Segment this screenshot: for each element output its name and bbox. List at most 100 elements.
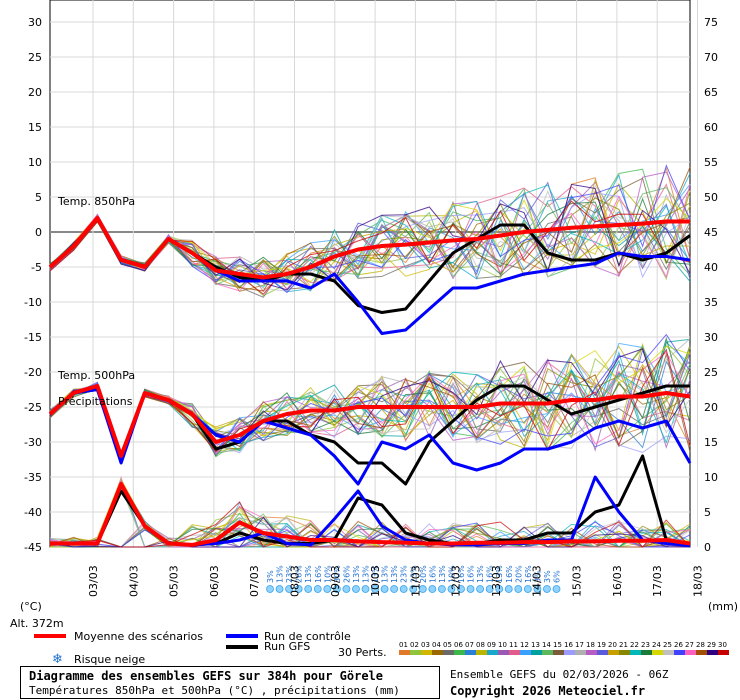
snow-risk-icon bbox=[457, 585, 465, 593]
date-label: 05/03 bbox=[168, 565, 181, 597]
pert-number: 28 bbox=[696, 641, 705, 649]
left-tick-label: -15 bbox=[24, 331, 42, 344]
snow-risk-label: 13% bbox=[381, 565, 390, 583]
pert-color-swatch bbox=[586, 650, 597, 655]
pert-color-swatch bbox=[421, 650, 432, 655]
right-tick-label: 55 bbox=[704, 156, 718, 169]
snow-risk-icon bbox=[447, 585, 456, 593]
annotation-500: Temp. 500hPa bbox=[57, 369, 135, 382]
snow-risk-icon bbox=[342, 585, 351, 593]
snow-risk-icon bbox=[304, 585, 313, 593]
snow-risk-icon bbox=[418, 585, 427, 593]
snow-risk-label: 6% bbox=[553, 570, 562, 583]
left-tick-label: 0 bbox=[35, 226, 42, 239]
snow-risk-label: 13% bbox=[276, 565, 285, 583]
pert-number: 19 bbox=[597, 641, 606, 649]
right-tick-label: 15 bbox=[704, 436, 718, 449]
date-label: 09/03 bbox=[329, 565, 342, 597]
snow-risk-icon bbox=[390, 585, 399, 593]
mean-swatch bbox=[34, 634, 66, 638]
snow-risk-icon bbox=[313, 585, 322, 593]
snow-risk-icon bbox=[294, 585, 303, 593]
pert-color-swatch bbox=[509, 650, 520, 655]
pert-number: 03 bbox=[421, 641, 430, 649]
pert-number: 02 bbox=[410, 641, 419, 649]
chart-title: Diagramme des ensembles GEFS sur 384h po… bbox=[29, 669, 384, 683]
right-tick-label: 30 bbox=[704, 331, 718, 344]
pert-number: 15 bbox=[553, 641, 562, 649]
date-label: 03/03 bbox=[87, 565, 100, 597]
snow-risk-icon bbox=[523, 585, 532, 593]
pert-color-swatch bbox=[476, 650, 487, 655]
pert-color-swatch bbox=[487, 650, 498, 655]
right-tick-label: 70 bbox=[704, 51, 718, 64]
snow-risk-icon bbox=[285, 585, 294, 593]
pert-number: 23 bbox=[641, 641, 650, 649]
right-tick-label: 50 bbox=[704, 191, 718, 204]
pert-color-swatch bbox=[575, 650, 586, 655]
pert-color-swatch bbox=[641, 650, 652, 655]
left-tick-label: -10 bbox=[24, 296, 42, 309]
date-label: 04/03 bbox=[127, 565, 140, 597]
pert-number: 09 bbox=[487, 641, 496, 649]
left-tick-label: -40 bbox=[24, 506, 42, 519]
pert-color-swatch bbox=[553, 650, 564, 655]
pert-number: 01 bbox=[399, 641, 408, 649]
pert-number: 06 bbox=[454, 641, 463, 649]
plot-frame bbox=[49, 0, 691, 548]
right-tick-label: 35 bbox=[704, 296, 718, 309]
right-tick-label: 40 bbox=[704, 261, 718, 274]
snow-risk-label: 20% bbox=[419, 565, 428, 583]
snow-risk-label: 13% bbox=[476, 565, 485, 583]
snow-risk-icon bbox=[323, 585, 332, 593]
right-tick-label: 75 bbox=[704, 16, 718, 29]
pert-color-swatch bbox=[520, 650, 531, 655]
pert-color-swatch bbox=[718, 650, 729, 655]
snow-risk-label: 26% bbox=[342, 565, 351, 583]
snow-risk-label: 16% bbox=[428, 565, 437, 583]
title-box: Diagramme des ensembles GEFS sur 384h po… bbox=[20, 666, 440, 699]
snow-risk-icon bbox=[371, 585, 379, 593]
pert-number: 08 bbox=[476, 641, 485, 649]
snow-risk-icon bbox=[352, 585, 360, 593]
control-swatch bbox=[226, 634, 258, 638]
snow-risk-icon bbox=[332, 585, 341, 593]
date-label: 12/03 bbox=[450, 565, 463, 597]
pert-color-swatch bbox=[652, 650, 663, 655]
altitude-label: Alt. 372m bbox=[10, 617, 64, 630]
pert-color-swatch bbox=[663, 650, 674, 655]
snow-risk-label: 16% bbox=[467, 565, 476, 583]
snow-risk-label: 13% bbox=[362, 565, 371, 583]
snow-risk-label: 3% bbox=[533, 570, 542, 583]
annotation-850: Temp. 850hPa bbox=[57, 195, 135, 208]
snow-risk-icon bbox=[361, 585, 370, 593]
left-tick-label: -25 bbox=[24, 401, 42, 414]
left-tick-label: 25 bbox=[28, 51, 42, 64]
snow-risk-icon bbox=[466, 585, 475, 593]
right-tick-label: 25 bbox=[704, 366, 718, 379]
left-tick-label: -20 bbox=[24, 366, 42, 379]
pert-number: 13 bbox=[531, 641, 540, 649]
pert-color-swatch bbox=[619, 650, 630, 655]
snow-risk-label: 20% bbox=[514, 565, 523, 583]
mean-t500-line bbox=[48, 384, 691, 458]
snow-risk-label: 16% bbox=[457, 565, 466, 583]
snow-risk-label: 10% bbox=[447, 565, 456, 583]
perts-label: 30 Perts. bbox=[338, 646, 387, 659]
pert-color-swatch bbox=[542, 650, 553, 655]
snow-risk-label: 3% bbox=[266, 570, 275, 583]
date-label: 08/03 bbox=[289, 565, 302, 597]
pert-color-swatch bbox=[597, 650, 608, 655]
snow-risk-icon bbox=[437, 585, 446, 593]
date-label: 11/03 bbox=[409, 565, 422, 597]
right-tick-label: 65 bbox=[704, 86, 718, 99]
right-tick-label: 0 bbox=[704, 541, 711, 554]
left-tick-label: -5 bbox=[31, 261, 42, 274]
snow-risk-label: 13% bbox=[495, 565, 504, 583]
snow-risk-label: 30% bbox=[333, 565, 342, 583]
snow-risk-label: 13% bbox=[390, 565, 399, 583]
date-label: 16/03 bbox=[611, 565, 624, 597]
pert-color-swatch bbox=[498, 650, 509, 655]
pert-number: 21 bbox=[619, 641, 628, 649]
pert-number: 07 bbox=[465, 641, 474, 649]
